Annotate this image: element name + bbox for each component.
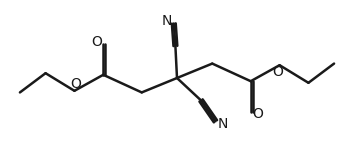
Text: O: O [273,65,284,79]
Text: O: O [252,107,263,121]
Text: O: O [91,35,102,49]
Text: N: N [217,117,228,131]
Text: N: N [161,14,172,28]
Text: O: O [70,77,81,91]
